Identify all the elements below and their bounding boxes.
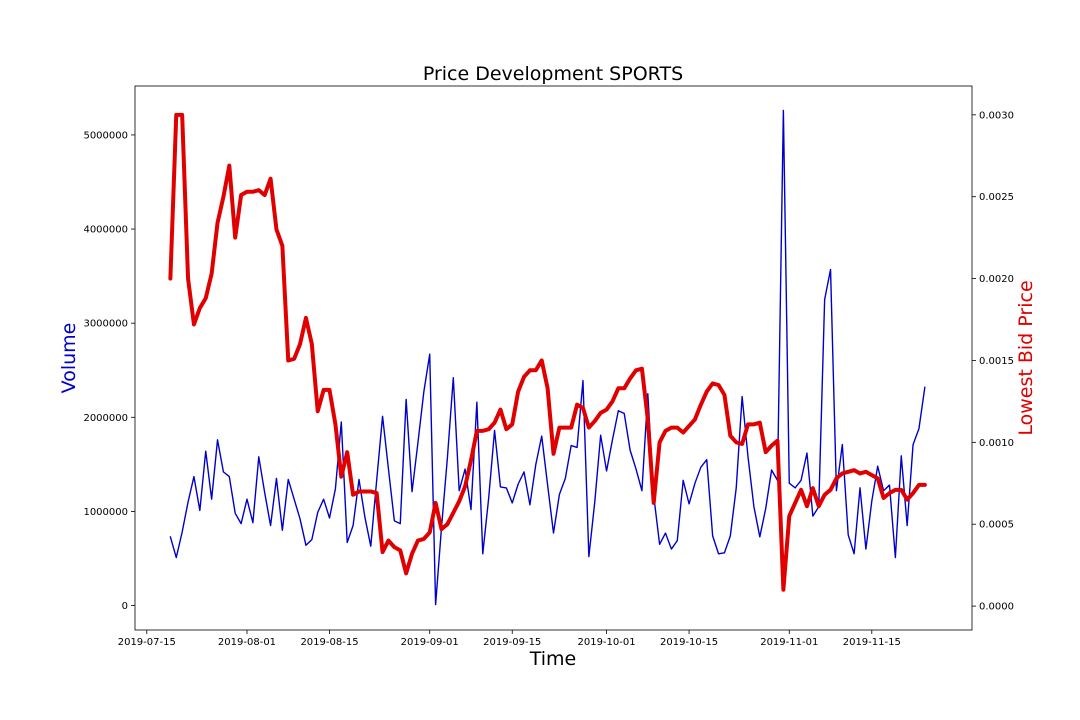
x-tick-label: 2019-09-01 — [401, 637, 459, 648]
series-line-volume — [169, 109, 926, 606]
y-right-tick-label: 0.0005 — [979, 520, 1014, 531]
x-tick-label: 2019-11-01 — [760, 637, 818, 648]
y-axis-right-label: Lowest Bid Price — [1015, 280, 1037, 435]
y-right-tick-label: 0.0025 — [979, 192, 1014, 203]
series-line-lowest-bid-price — [168, 112, 927, 592]
x-tick-label: 2019-09-15 — [483, 637, 541, 648]
y-left-tick-label: 0 — [122, 601, 128, 612]
plot-frame — [134, 85, 973, 631]
y-left-tick-label: 1000000 — [83, 507, 128, 518]
y-right-tick-label: 0.0010 — [979, 438, 1014, 449]
x-tick-label: 2019-07-15 — [118, 637, 176, 648]
x-axis-label: Time — [529, 648, 577, 670]
x-tick-label: 2019-10-01 — [577, 637, 635, 648]
x-tick-label: 2019-08-15 — [300, 637, 358, 648]
y-left-tick-label: 5000000 — [83, 130, 128, 141]
x-tick-label: 2019-08-01 — [218, 637, 276, 648]
y-axis-left-label: Volume — [58, 323, 80, 394]
x-tick-label: 2019-11-15 — [843, 637, 901, 648]
y-right-tick-label: 0.0030 — [979, 110, 1014, 121]
x-tick-label: 2019-10-15 — [660, 637, 718, 648]
chart-title: Price Development SPORTS — [423, 63, 683, 85]
y-right-tick-label: 0.0020 — [979, 274, 1014, 285]
y-left-tick-label: 4000000 — [83, 225, 128, 236]
y-left-tick-label: 3000000 — [83, 319, 128, 330]
y-right-tick-label: 0.0015 — [979, 356, 1014, 367]
y-left-tick-label: 2000000 — [83, 413, 128, 424]
y-right-tick-label: 0.0000 — [979, 602, 1014, 613]
